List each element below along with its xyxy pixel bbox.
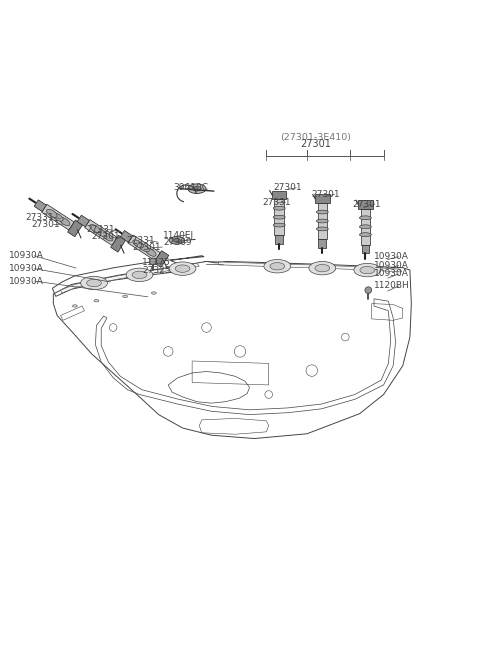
Polygon shape xyxy=(111,235,126,252)
Ellipse shape xyxy=(360,233,372,236)
Ellipse shape xyxy=(316,210,328,214)
Polygon shape xyxy=(315,195,329,203)
Polygon shape xyxy=(42,204,74,230)
Polygon shape xyxy=(128,235,160,261)
Text: 27301: 27301 xyxy=(300,139,331,149)
Polygon shape xyxy=(60,263,199,293)
Ellipse shape xyxy=(169,262,196,275)
Ellipse shape xyxy=(132,271,147,278)
Ellipse shape xyxy=(315,265,330,272)
Ellipse shape xyxy=(139,244,149,252)
Text: 27301: 27301 xyxy=(274,183,302,193)
Ellipse shape xyxy=(169,236,184,244)
Text: 27301: 27301 xyxy=(312,190,340,199)
Text: 27369: 27369 xyxy=(163,238,192,247)
Ellipse shape xyxy=(192,186,201,191)
Ellipse shape xyxy=(270,263,285,270)
Ellipse shape xyxy=(72,305,77,307)
Polygon shape xyxy=(319,239,326,248)
Ellipse shape xyxy=(360,225,372,229)
Text: 10930A: 10930A xyxy=(374,252,409,261)
Ellipse shape xyxy=(354,263,381,277)
Ellipse shape xyxy=(145,248,156,256)
Polygon shape xyxy=(120,231,132,242)
Ellipse shape xyxy=(47,209,57,217)
Ellipse shape xyxy=(90,225,100,233)
Ellipse shape xyxy=(273,206,285,210)
Text: 1140EJ: 1140EJ xyxy=(163,231,194,240)
Ellipse shape xyxy=(96,229,106,236)
Polygon shape xyxy=(361,245,369,253)
Polygon shape xyxy=(68,220,83,236)
Polygon shape xyxy=(360,209,370,245)
Polygon shape xyxy=(84,219,117,246)
Ellipse shape xyxy=(123,295,128,297)
Ellipse shape xyxy=(103,233,113,241)
Text: 27301: 27301 xyxy=(32,220,60,229)
Text: 10930A: 10930A xyxy=(9,276,44,286)
Ellipse shape xyxy=(360,216,372,219)
Ellipse shape xyxy=(53,213,63,221)
Polygon shape xyxy=(77,215,89,227)
Ellipse shape xyxy=(152,292,156,294)
Polygon shape xyxy=(275,199,284,235)
Text: 27325: 27325 xyxy=(142,265,170,274)
Text: 27331: 27331 xyxy=(86,225,115,234)
Text: 10930A: 10930A xyxy=(374,269,409,278)
Text: 27331: 27331 xyxy=(25,213,54,222)
Polygon shape xyxy=(34,200,46,212)
Polygon shape xyxy=(154,251,169,267)
Ellipse shape xyxy=(316,227,328,231)
Text: 11375: 11375 xyxy=(142,258,170,267)
Ellipse shape xyxy=(264,259,291,273)
Ellipse shape xyxy=(126,268,153,282)
Polygon shape xyxy=(218,262,402,272)
Text: 39610C: 39610C xyxy=(173,183,208,193)
Text: 27301: 27301 xyxy=(352,200,381,208)
Polygon shape xyxy=(272,191,287,199)
Text: 27301: 27301 xyxy=(92,232,120,241)
Ellipse shape xyxy=(60,217,70,226)
Ellipse shape xyxy=(133,240,144,248)
Ellipse shape xyxy=(81,276,108,290)
Polygon shape xyxy=(358,200,372,209)
Text: 1120BH: 1120BH xyxy=(374,282,410,290)
Ellipse shape xyxy=(175,265,190,272)
Ellipse shape xyxy=(188,184,206,193)
Text: 10930A: 10930A xyxy=(9,252,44,260)
Ellipse shape xyxy=(273,215,285,219)
Ellipse shape xyxy=(316,219,328,223)
Text: (27301-3E410): (27301-3E410) xyxy=(280,133,351,142)
Text: 10930A: 10930A xyxy=(374,261,409,270)
Ellipse shape xyxy=(173,238,180,242)
Polygon shape xyxy=(318,203,327,239)
Ellipse shape xyxy=(94,299,99,302)
Ellipse shape xyxy=(360,267,375,274)
Ellipse shape xyxy=(273,223,285,227)
Circle shape xyxy=(150,258,156,265)
Circle shape xyxy=(365,287,372,293)
Ellipse shape xyxy=(309,261,336,275)
Ellipse shape xyxy=(87,279,101,287)
Text: 27301: 27301 xyxy=(132,243,161,252)
Text: 27331: 27331 xyxy=(127,236,155,245)
Polygon shape xyxy=(276,235,283,244)
Text: 27331: 27331 xyxy=(263,198,291,206)
Text: 10930A: 10930A xyxy=(9,264,44,273)
